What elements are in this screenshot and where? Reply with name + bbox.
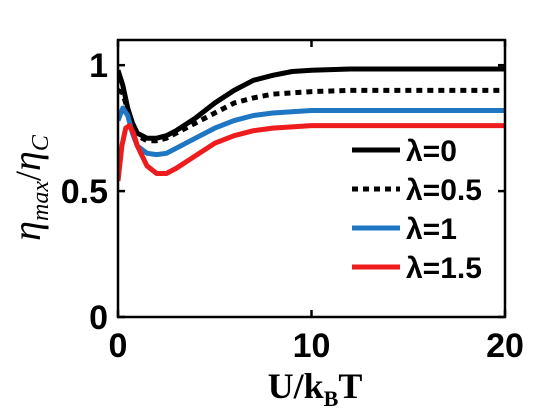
y-tick-label: 0.5 <box>61 173 108 211</box>
x-axis-title: U/kBT <box>268 366 363 411</box>
x-tick-label: 0 <box>109 327 128 365</box>
y-tick-label: 1 <box>89 47 108 85</box>
y-axis-title: ηmax/ηC <box>4 134 54 241</box>
series-line-1 <box>118 66 505 141</box>
legend-label-3: λ=1 <box>406 213 457 246</box>
x-tick-label: 10 <box>293 327 331 365</box>
x-axis-title-main: U/k <box>268 366 324 406</box>
axes: 0 10 20 0 0.5 1 <box>61 38 524 365</box>
legend: λ=0 λ=0.5 λ=1 λ=1.5 <box>352 135 482 285</box>
x-axis-title-sub: B <box>324 386 339 411</box>
y-axis-title-slash: / <box>8 171 48 181</box>
y-axis-title-eta: η <box>4 221 49 241</box>
y-axis-title-eta2: η <box>4 151 49 171</box>
legend-label-4: λ=1.5 <box>406 252 482 285</box>
series-line-2 <box>118 87 505 144</box>
y-axis-title-sub2: C <box>28 134 54 151</box>
y-tick-label: 0 <box>89 299 108 337</box>
legend-label-1: λ=0 <box>406 135 457 168</box>
y-axis-title-sub1: max <box>28 181 54 221</box>
x-tick-label: 20 <box>486 327 524 365</box>
series-line-4 <box>118 123 505 182</box>
plot-area <box>118 66 505 182</box>
x-axis-title-tail: T <box>338 366 362 406</box>
legend-label-2: λ=0.5 <box>406 174 482 207</box>
